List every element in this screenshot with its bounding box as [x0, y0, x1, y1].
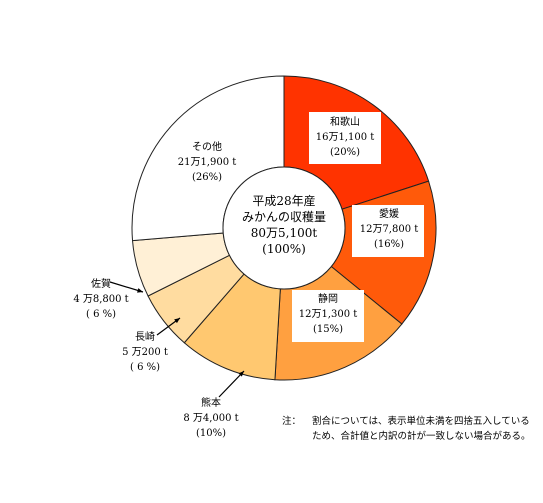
slice-amount-0: 16万1,100 t: [316, 132, 375, 143]
donut-hole: [222, 166, 346, 290]
slice-amount-4: 5 万200 t: [122, 347, 168, 358]
center-label-line2: みかんの収穫量: [242, 210, 326, 224]
footnote-text: 割合については、表示単位未満を四捨五入しているため、合計値と内訳の計が一致しない…: [312, 416, 531, 442]
slice-name-3: 熊本: [201, 396, 221, 409]
slice-amount-1: 12万7,800 t: [360, 224, 419, 235]
slice-percent-1: (16%): [374, 239, 404, 250]
slice-percent-2: (15%): [313, 324, 343, 335]
slice-amount-2: 12万1,300 t: [299, 309, 358, 320]
center-label-line4: (100%): [262, 242, 306, 256]
center-label: 平成28年産 みかんの収穫量 80万5,100t (100%): [242, 193, 326, 256]
slice-amount-5: 4 万8,800 t: [73, 294, 128, 305]
slice-percent-0: (20%): [330, 147, 360, 158]
footnote: 注： 割合については、表示単位未満を四捨五入しているため、合計値と内訳の計が一致…: [282, 414, 532, 444]
slice-amount-3: 8 万4,000 t: [183, 413, 238, 424]
leader-line-3: [218, 370, 245, 398]
leader-arrow-4: [174, 318, 180, 324]
slice-name-4: 長崎: [135, 330, 155, 343]
center-label-line3: 80万5,100t: [251, 226, 318, 240]
slice-name-1: 愛媛: [379, 207, 399, 220]
slice-name-0: 和歌山: [330, 115, 360, 128]
slice-label-box-1: [352, 205, 424, 257]
center-label-line1: 平成28年産: [252, 193, 315, 208]
slice-label-box-0: [309, 112, 381, 164]
slice-name-6: その他: [192, 140, 222, 153]
slice-name-5: 佐賀: [91, 278, 111, 290]
leader-line-5: [109, 281, 144, 293]
slice-percent-5: ( 6 %): [86, 309, 116, 320]
slice-amount-6: 21万1,900 t: [178, 157, 237, 168]
slice-percent-3: (10%): [196, 428, 226, 439]
footnote-mark: 注：: [282, 416, 302, 427]
slice-percent-6: (26%): [192, 172, 222, 183]
slice-name-2: 静岡: [318, 292, 338, 305]
slice-percent-4: ( 6 %): [130, 362, 160, 373]
slice-label-box-2: [292, 290, 364, 342]
leader-arrow-3: [238, 371, 244, 377]
leader-arrow-5: [137, 288, 143, 293]
